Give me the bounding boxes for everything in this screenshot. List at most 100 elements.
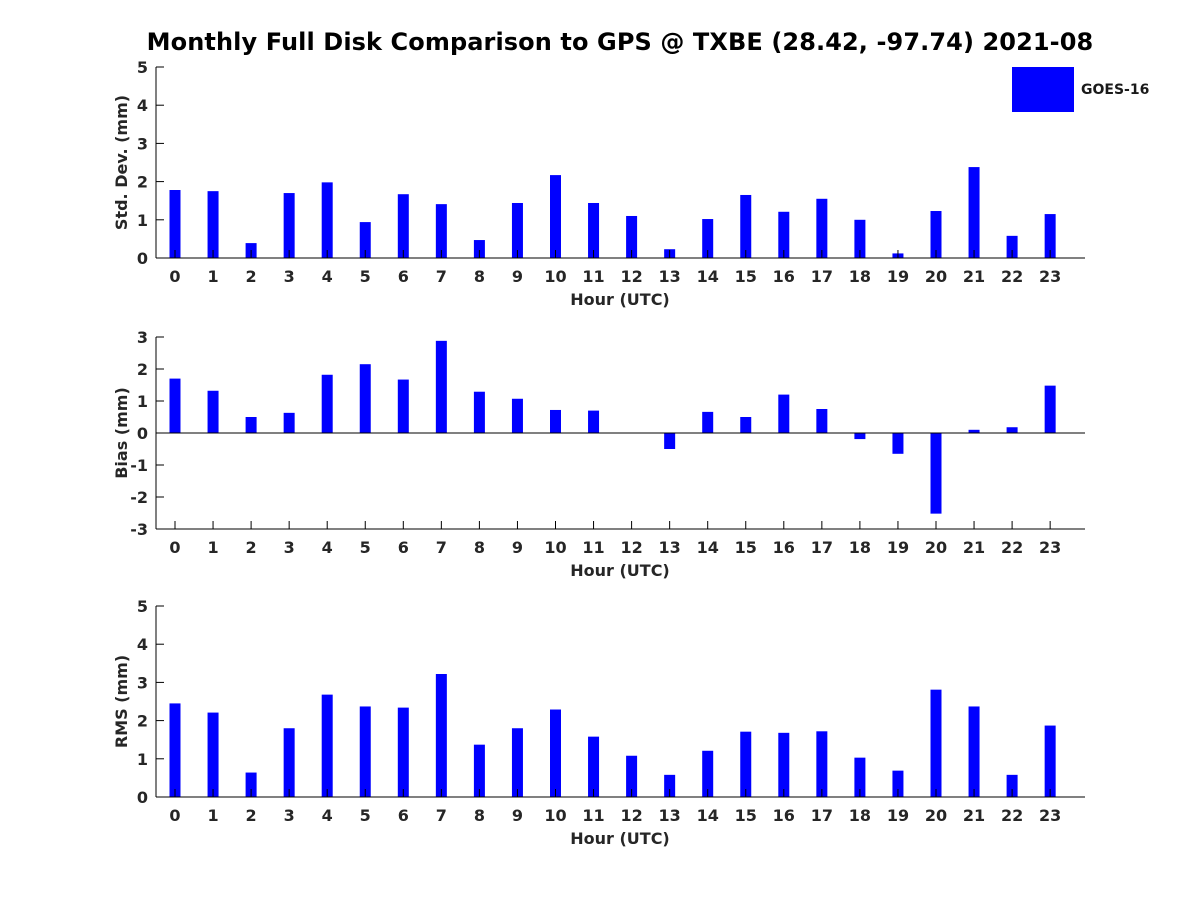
bar-hour-8 bbox=[473, 391, 485, 433]
x-tick-label: 5 bbox=[360, 806, 371, 825]
bar-hour-7 bbox=[435, 340, 447, 433]
bar-hour-5 bbox=[359, 706, 371, 797]
bar-hour-15 bbox=[740, 417, 752, 433]
x-tick-label: 12 bbox=[620, 267, 642, 286]
x-tick-label: 2 bbox=[246, 267, 257, 286]
bar-hour-15 bbox=[740, 194, 752, 258]
bar-hour-11 bbox=[588, 736, 600, 797]
x-tick-label: 11 bbox=[582, 538, 604, 557]
y-tick-label: 2 bbox=[137, 712, 148, 731]
x-tick-label: 3 bbox=[284, 806, 295, 825]
y-tick-label: 0 bbox=[137, 788, 148, 807]
bar-hour-3 bbox=[283, 412, 295, 433]
y-axis-label: RMS (mm) bbox=[112, 655, 131, 748]
bar-hour-1 bbox=[207, 712, 219, 797]
bar-hour-10 bbox=[550, 175, 561, 258]
bar-hour-9 bbox=[511, 728, 523, 797]
bar-hour-12 bbox=[626, 755, 638, 797]
bar-hour-10 bbox=[550, 409, 561, 433]
bar-hour-15 bbox=[740, 731, 752, 797]
bar-hour-16 bbox=[778, 732, 790, 797]
bar-hour-14 bbox=[702, 750, 714, 797]
x-tick-label: 4 bbox=[322, 267, 333, 286]
y-axis-label: Std. Dev. (mm) bbox=[112, 95, 131, 230]
bar-hour-0 bbox=[169, 190, 181, 258]
y-tick-label: 2 bbox=[137, 360, 148, 379]
bar-hour-8 bbox=[473, 744, 485, 797]
x-tick-label: 15 bbox=[735, 267, 757, 286]
legend: GOES-16 bbox=[1012, 67, 1149, 112]
x-tick-label: 6 bbox=[398, 267, 409, 286]
bar-hour-20 bbox=[930, 211, 942, 258]
x-tick-label: 21 bbox=[963, 806, 985, 825]
x-tick-label: 7 bbox=[436, 267, 447, 286]
bar-hour-22 bbox=[1006, 774, 1018, 797]
chart-title: Monthly Full Disk Comparison to GPS @ TX… bbox=[146, 28, 1094, 56]
bar-hour-18 bbox=[854, 219, 866, 258]
bar-hour-18 bbox=[854, 757, 866, 797]
bar-hour-14 bbox=[702, 411, 714, 433]
x-tick-label: 4 bbox=[322, 806, 333, 825]
x-tick-label: 12 bbox=[620, 538, 642, 557]
bar-hour-17 bbox=[816, 198, 828, 258]
y-tick-label: -1 bbox=[130, 456, 148, 475]
x-tick-label: 3 bbox=[284, 267, 295, 286]
bar-hour-7 bbox=[435, 204, 447, 258]
y-tick-label: 4 bbox=[137, 635, 148, 654]
bar-hour-16 bbox=[778, 394, 790, 433]
bar-hour-4 bbox=[321, 694, 333, 797]
x-tick-label: 16 bbox=[773, 538, 795, 557]
bar-hour-13 bbox=[664, 433, 676, 449]
legend-label: GOES-16 bbox=[1081, 81, 1150, 98]
x-tick-label: 0 bbox=[169, 267, 180, 286]
y-tick-label: 5 bbox=[137, 597, 148, 616]
x-tick-label: 18 bbox=[849, 806, 871, 825]
x-tick-label: 18 bbox=[849, 267, 871, 286]
x-tick-label: 2 bbox=[246, 538, 257, 557]
x-tick-label: 14 bbox=[697, 538, 719, 557]
bar-hour-22 bbox=[1006, 427, 1018, 433]
bar-hour-3 bbox=[283, 193, 295, 258]
y-tick-label: 1 bbox=[137, 392, 148, 411]
y-tick-label: 3 bbox=[137, 673, 148, 692]
bar-hour-0 bbox=[169, 378, 181, 433]
x-axis-label: Hour (UTC) bbox=[570, 829, 670, 848]
y-tick-label: 3 bbox=[137, 328, 148, 347]
x-tick-label: 17 bbox=[811, 267, 833, 286]
bar-hour-19 bbox=[892, 770, 904, 797]
x-tick-label: 8 bbox=[474, 267, 485, 286]
bar-hour-23 bbox=[1044, 214, 1056, 258]
y-tick-label: 4 bbox=[137, 96, 148, 115]
x-tick-label: 9 bbox=[512, 538, 523, 557]
x-tick-label: 14 bbox=[697, 806, 719, 825]
y-tick-label: 1 bbox=[137, 750, 148, 769]
x-tick-label: 5 bbox=[360, 538, 371, 557]
x-tick-label: 10 bbox=[544, 538, 566, 557]
x-tick-label: 7 bbox=[436, 806, 447, 825]
bar-hour-20 bbox=[930, 689, 942, 797]
y-tick-label: 0 bbox=[137, 424, 148, 443]
x-tick-label: 22 bbox=[1001, 267, 1023, 286]
x-tick-label: 3 bbox=[284, 538, 295, 557]
x-tick-label: 17 bbox=[811, 806, 833, 825]
x-tick-label: 23 bbox=[1039, 538, 1061, 557]
x-tick-label: 17 bbox=[811, 538, 833, 557]
x-tick-label: 18 bbox=[849, 538, 871, 557]
bar-hour-9 bbox=[511, 202, 523, 258]
bar-hour-1 bbox=[207, 191, 219, 258]
x-tick-label: 11 bbox=[582, 267, 604, 286]
x-tick-label: 11 bbox=[582, 806, 604, 825]
x-tick-label: 6 bbox=[398, 806, 409, 825]
x-tick-label: 4 bbox=[322, 538, 333, 557]
x-tick-label: 1 bbox=[207, 538, 218, 557]
x-tick-label: 1 bbox=[207, 267, 218, 286]
x-tick-label: 5 bbox=[360, 267, 371, 286]
bar-hour-16 bbox=[778, 211, 790, 258]
bar-hour-4 bbox=[321, 374, 333, 433]
bar-hour-17 bbox=[816, 409, 828, 433]
bar-hour-2 bbox=[245, 417, 257, 433]
